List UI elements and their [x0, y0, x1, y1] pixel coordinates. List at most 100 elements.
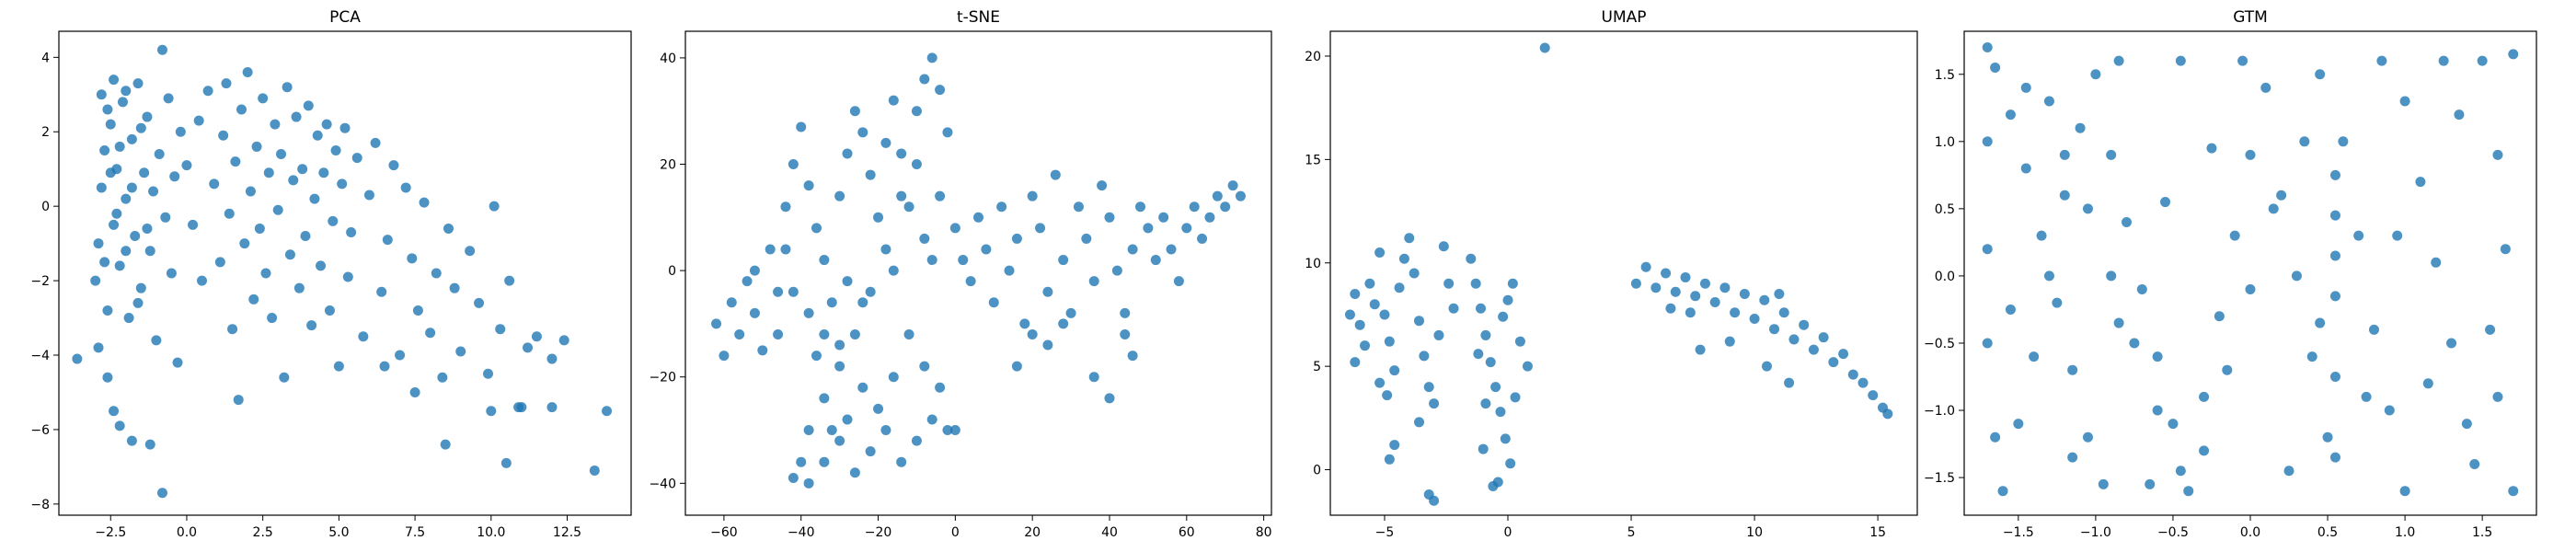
scatter-point	[221, 78, 232, 89]
y-tick-label: 15	[1305, 153, 1321, 167]
scatter-point	[1749, 313, 1760, 324]
scatter-point	[214, 257, 225, 268]
scatter-point	[419, 197, 430, 208]
scatter-point	[842, 148, 853, 159]
y-tick-label: 5	[1313, 360, 1321, 374]
panel-tsne: t-SNE −60 −40 −20 0 20 40 60 80 −40 −20 0 20 40	[649, 8, 1272, 540]
scatter-point	[1143, 223, 1154, 234]
scatter-point	[1065, 307, 1076, 318]
scatter-point	[1042, 286, 1053, 297]
scatter-point	[1478, 443, 1489, 454]
scatter-point	[193, 115, 204, 126]
scatter-point	[1120, 328, 1131, 339]
scatter-point	[849, 328, 860, 339]
axes-frame	[1329, 30, 1918, 516]
scatter-point	[132, 297, 144, 308]
scatter-point	[1448, 303, 1459, 314]
scatter-point	[1857, 377, 1869, 388]
scatter-point	[99, 144, 110, 155]
scatter-point	[1473, 349, 1484, 360]
scatter-point	[1769, 324, 1780, 335]
scatter-point	[102, 104, 113, 115]
x-tick-label: 15	[1869, 525, 1886, 540]
scatter-point	[919, 74, 930, 85]
scatter-point	[834, 339, 845, 351]
scatter-point	[227, 324, 238, 335]
scatter-point	[1364, 278, 1375, 289]
y-tick-label: 40	[660, 52, 676, 66]
scatter-point	[834, 190, 845, 201]
y-tick-label: −2	[30, 274, 50, 289]
scatter-point	[297, 164, 308, 175]
scatter-point	[2005, 304, 2016, 315]
scatter-point	[440, 439, 451, 450]
scatter-point	[1374, 247, 1386, 259]
scatter-point	[109, 219, 120, 230]
scatter-point	[1868, 390, 1879, 401]
scatter-point	[1433, 329, 1444, 340]
scatter-point	[749, 265, 760, 276]
scatter-point	[2090, 69, 2101, 80]
scatter-point	[826, 297, 837, 308]
scatter-point	[1808, 344, 1819, 355]
scatter-point	[1778, 307, 1789, 318]
x-tick-label: −1.5	[2003, 525, 2034, 540]
scatter-point	[144, 439, 155, 450]
y-tick-label: 0.5	[1935, 202, 1955, 217]
scatter-point	[2422, 378, 2433, 389]
scatter-point	[1360, 340, 1371, 351]
scatter-point	[224, 208, 235, 219]
scatter-point	[1097, 180, 1108, 191]
x-tick-label: 40	[1101, 525, 1118, 540]
x-tick-label: 10.0	[477, 525, 505, 540]
scatter-point	[291, 111, 302, 122]
x-tick-label: 20	[1024, 525, 1041, 540]
scatter-point	[602, 406, 613, 417]
scatter-point	[773, 286, 784, 297]
scatter-point	[316, 260, 327, 271]
scatter-point	[1212, 190, 1223, 201]
scatter-point	[254, 223, 265, 234]
scatter-point	[796, 121, 807, 132]
scatter-point	[903, 201, 914, 213]
scatter-point	[788, 286, 799, 297]
scatter-point	[1882, 408, 1893, 420]
scatter-point	[2029, 351, 2040, 362]
scatter-point	[2361, 391, 2372, 402]
scatter-point	[896, 456, 907, 467]
scatter-point	[303, 100, 314, 111]
scatter-point	[102, 372, 113, 383]
scatter-point	[72, 353, 83, 364]
y-tick-label: −8	[30, 498, 50, 512]
scatter-point	[102, 305, 113, 316]
y-tick-label: −1.0	[1924, 404, 1955, 419]
scatter-point	[1470, 278, 1481, 289]
scatter-point	[996, 201, 1007, 213]
scatter-point	[2036, 230, 2047, 241]
scatter-point	[1685, 307, 1696, 318]
axes-frame	[58, 30, 632, 516]
scatter-point	[788, 473, 799, 484]
scatter-point	[248, 293, 259, 305]
scatter-point	[1173, 276, 1184, 287]
scatter-point	[2353, 230, 2364, 241]
scatter-point	[819, 255, 830, 266]
scatter-point	[2183, 486, 2194, 497]
scatter-point	[1227, 180, 1238, 191]
scatter-point	[834, 435, 845, 446]
scatter-point	[2098, 478, 2109, 489]
scatter-point	[388, 160, 399, 171]
scatter-point	[1818, 332, 1829, 343]
scatter-point	[1379, 309, 1390, 320]
scatter-point	[293, 282, 305, 293]
scatter-point	[1799, 319, 1810, 330]
scatter-point	[757, 345, 768, 356]
scatter-point	[1409, 268, 1420, 279]
scatter-point	[495, 324, 506, 335]
scatter-point	[218, 130, 229, 141]
scatter-point	[516, 402, 527, 413]
x-tick-label: 1.0	[2395, 525, 2415, 540]
x-tick-label: 60	[1179, 525, 1195, 540]
scatter-point	[2013, 419, 2024, 430]
